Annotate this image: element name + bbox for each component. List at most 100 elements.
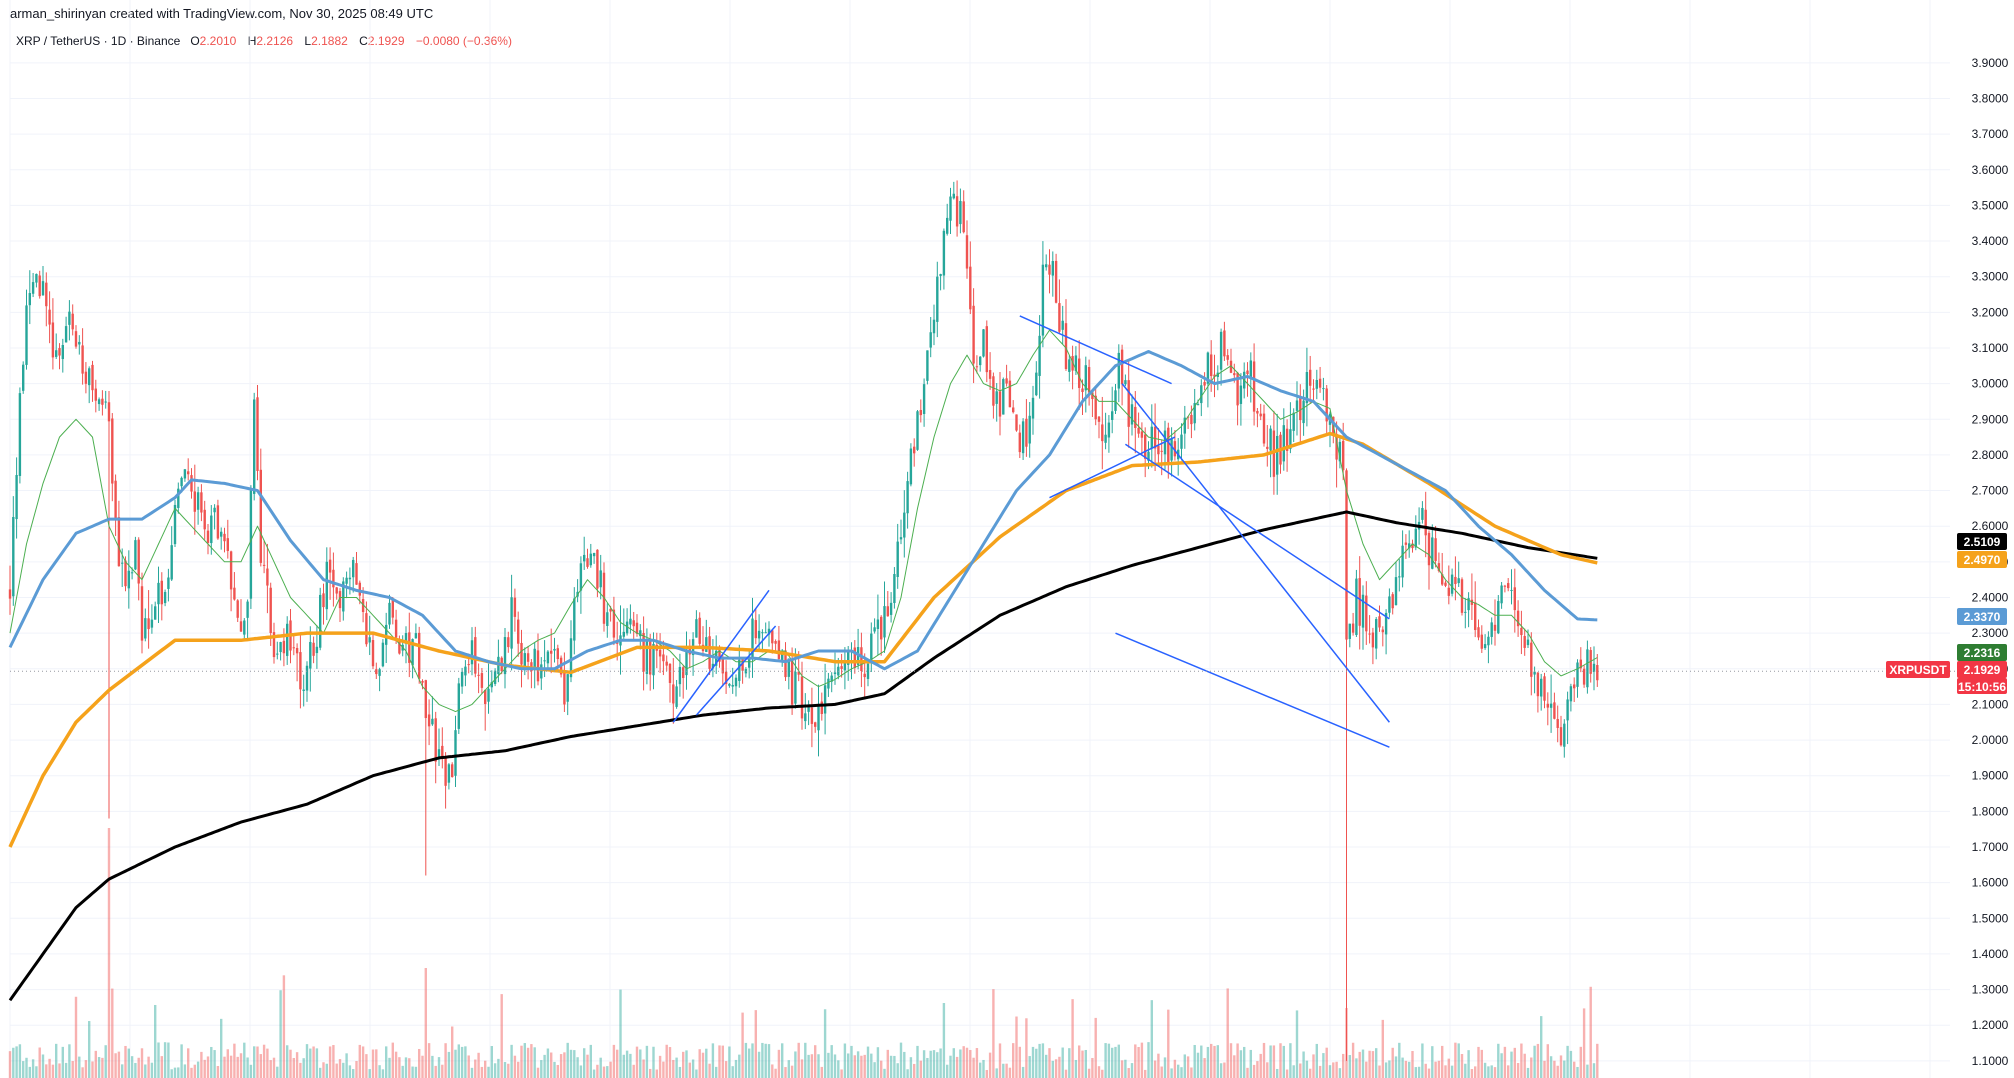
candle-body	[810, 707, 814, 724]
candle-body	[540, 664, 543, 679]
candle-body	[342, 581, 345, 612]
volume-bar	[619, 989, 622, 1078]
candle-body	[645, 640, 649, 674]
volume-bar	[1404, 1060, 1408, 1078]
candle-body	[827, 678, 830, 689]
candle-body	[652, 643, 655, 676]
candle-body	[31, 282, 35, 294]
candle-body	[1173, 441, 1177, 457]
candle-body	[25, 305, 28, 365]
volume-bar	[751, 1043, 754, 1078]
candle-body	[391, 600, 394, 618]
candle-body	[114, 480, 117, 521]
volume-bar	[404, 1057, 408, 1078]
volume-bar	[25, 1057, 28, 1078]
volume-bar	[1460, 1054, 1464, 1078]
volume-bar	[117, 1051, 121, 1078]
volume-bar	[899, 1042, 903, 1078]
candle-body	[223, 533, 226, 542]
volume-bar	[668, 1047, 672, 1078]
volume-bar	[206, 1056, 210, 1078]
volume-bar	[530, 1044, 533, 1078]
candle-body	[1051, 261, 1054, 276]
volume-bar	[889, 1055, 893, 1078]
volume-bar	[1091, 1057, 1094, 1078]
candle-body	[45, 282, 48, 307]
volume-bar	[490, 1046, 493, 1078]
candle-body	[599, 570, 602, 588]
candle-body	[1183, 417, 1186, 434]
candle-body	[187, 471, 190, 475]
candle-body	[781, 651, 784, 662]
candle-body	[1421, 507, 1424, 520]
candle-body	[919, 409, 922, 416]
volume-bar	[814, 1045, 817, 1078]
candle-body	[586, 558, 589, 567]
volume-bar	[1553, 1060, 1556, 1078]
candle-body	[368, 637, 371, 643]
volume-bar	[411, 1066, 414, 1078]
price-tag	[1957, 661, 2007, 678]
candle-body	[163, 591, 167, 604]
candle-body	[1480, 634, 1483, 649]
y-tick-label: 3.3000	[1972, 270, 2009, 284]
candle-body	[853, 647, 856, 668]
volume-bar	[213, 1050, 216, 1078]
candle-body	[698, 617, 701, 644]
volume-bar	[909, 1057, 913, 1078]
candle-body	[1200, 385, 1203, 404]
candle-body	[926, 350, 929, 381]
candle-body	[668, 663, 672, 683]
candle-body	[1540, 678, 1543, 697]
candle-body	[229, 551, 233, 590]
volume-bar	[1569, 1050, 1573, 1078]
candle-body	[322, 593, 325, 608]
volume-bar	[1262, 1042, 1266, 1078]
candle-body	[913, 446, 916, 454]
candle-body	[213, 507, 216, 513]
volume-bar	[1335, 1061, 1338, 1078]
volume-bar	[556, 1064, 559, 1078]
candle-body	[243, 620, 246, 635]
candle-body	[64, 326, 68, 343]
y-tick-label: 1.2000	[1972, 1018, 2009, 1032]
chart-credit: arman_shirinyan created with TradingView…	[10, 6, 434, 21]
candle-body	[672, 684, 675, 704]
volume-bar	[91, 1061, 94, 1078]
candle-body	[1335, 433, 1338, 460]
volume-bar	[526, 1047, 530, 1078]
candle-body	[414, 633, 418, 639]
candle-body	[127, 570, 130, 589]
volume-bar	[1223, 1062, 1226, 1078]
candle-body	[1559, 727, 1563, 746]
candle-body	[1493, 624, 1497, 631]
volume-bar	[1516, 1062, 1520, 1078]
volume-bar	[672, 1059, 675, 1078]
candle-body	[299, 652, 302, 690]
volume-bar	[1576, 1066, 1579, 1078]
volume-bar	[150, 1062, 154, 1078]
volume-bar	[31, 1059, 35, 1078]
volume-bar	[734, 1059, 738, 1078]
volume-bar	[1388, 1060, 1391, 1078]
volume-bar	[1421, 1043, 1424, 1078]
candle-body	[427, 714, 431, 727]
volume-bar	[1018, 1046, 1021, 1078]
volume-bar	[883, 1068, 886, 1078]
volume-bar	[1411, 1051, 1414, 1078]
candle-body	[510, 597, 513, 649]
volume-bar	[1005, 1063, 1008, 1078]
volume-bar	[41, 1054, 45, 1078]
volume-bar	[427, 1043, 431, 1078]
candle-body	[48, 309, 51, 325]
volume-bar	[787, 1060, 790, 1078]
volume-bar	[880, 1060, 883, 1078]
volume-bar	[1233, 1055, 1236, 1078]
candle-body	[1305, 372, 1309, 404]
volume-bar	[1252, 1064, 1256, 1078]
candle-body	[596, 549, 599, 589]
candle-body	[932, 319, 936, 334]
volume-bar	[790, 1065, 794, 1078]
low-label: L	[304, 34, 312, 48]
